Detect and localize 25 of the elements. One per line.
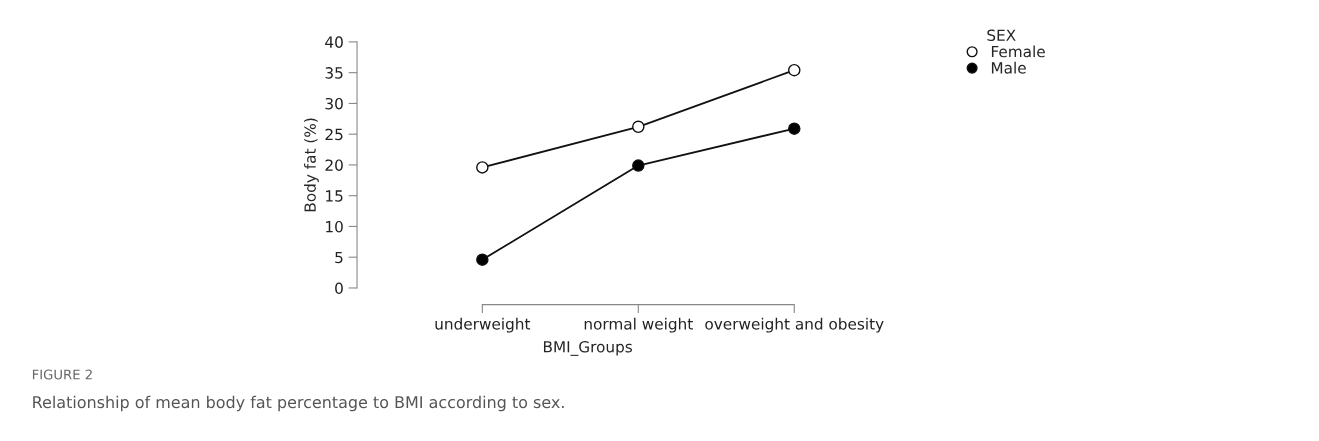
y-tick-label: 30 [325, 97, 343, 110]
x-axis-title: BMI_Groups [543, 340, 632, 356]
y-tick-label: 20 [325, 159, 343, 171]
x-tick-label: normal weight [584, 317, 693, 333]
y-tick-label: 0 [335, 282, 343, 294]
x-tick-label: underweight [435, 317, 531, 333]
y-tick-label: 10 [326, 220, 343, 233]
point [788, 63, 801, 77]
x-tick-label: overweight and obesity [705, 317, 884, 333]
legend-title: SEX [987, 29, 1016, 42]
point [788, 122, 801, 135]
y-tick-label: 15 [326, 190, 343, 202]
point [632, 159, 645, 172]
text: Relationship of mean body fat percentage to BMI according to sex. [33, 395, 564, 412]
y-tick-label: 5 [335, 251, 343, 264]
legend-label: Female [991, 45, 1045, 58]
point [476, 253, 489, 266]
caption: FIGURE 2 [32, 369, 92, 380]
y-axis-title: Body fat (%) [304, 118, 319, 212]
point [632, 120, 645, 134]
legend-label: Male [991, 61, 1026, 74]
y-tick-label: 35 [325, 67, 343, 79]
y-tick-label: 40 [325, 36, 343, 48]
y-tick-label: 25 [325, 128, 343, 141]
point [476, 161, 489, 174]
